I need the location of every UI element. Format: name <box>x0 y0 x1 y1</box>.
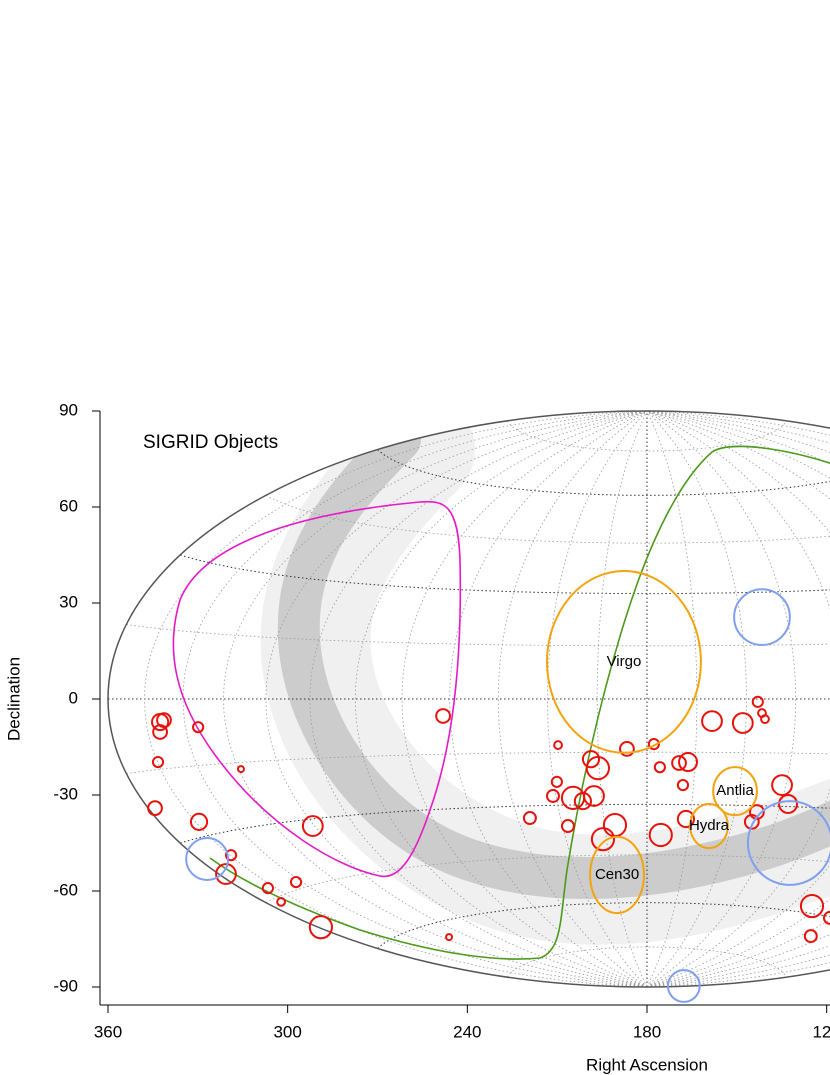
green-curve <box>209 445 830 960</box>
object-marker <box>522 811 537 826</box>
object-marker <box>803 929 818 944</box>
graticule-meridian <box>547 411 648 987</box>
object-marker <box>276 896 286 907</box>
region-outline <box>712 766 758 817</box>
object-marker <box>731 712 754 734</box>
object-marker <box>822 910 830 925</box>
y-tick-label: 60 <box>59 496 78 515</box>
sky-outline <box>107 410 830 988</box>
graticule-parallel <box>126 751 830 774</box>
region-label: Antlia <box>716 782 754 799</box>
graticule-meridian <box>143 411 648 987</box>
object-marker <box>666 969 701 1003</box>
object-marker <box>189 812 209 831</box>
x-tick-label: 360 <box>94 1022 122 1041</box>
y-tick-label: -30 <box>53 784 78 803</box>
graticule-meridian <box>646 411 830 987</box>
graticule-meridian <box>646 411 747 987</box>
object-marker <box>215 863 237 885</box>
object-marker <box>435 708 451 724</box>
object-marker <box>676 809 696 829</box>
object-marker <box>760 714 770 725</box>
graticule-parallel <box>377 449 830 496</box>
graticule-parallel <box>126 624 830 647</box>
y-tick-label: 90 <box>59 400 78 419</box>
object-marker <box>573 791 593 811</box>
object-marker <box>289 875 303 889</box>
x-tick-label: 300 <box>273 1022 301 1041</box>
object-marker <box>550 775 563 788</box>
object-marker <box>261 882 274 895</box>
object-marker <box>301 815 324 837</box>
object-marker <box>152 724 168 740</box>
object-marker <box>678 752 699 773</box>
y-tick-label: -60 <box>53 880 78 899</box>
object-marker <box>224 849 238 862</box>
magenta-region <box>172 500 462 878</box>
object-marker <box>545 788 560 803</box>
object-marker <box>151 755 165 769</box>
graticule-meridian <box>646 411 797 987</box>
object-marker <box>799 893 825 919</box>
object-marker <box>647 738 660 751</box>
y-tick-label: -90 <box>53 976 78 995</box>
graticule-meridian <box>497 411 648 987</box>
object-marker <box>560 819 575 834</box>
region-outline <box>689 802 729 850</box>
object-marker <box>743 813 760 830</box>
object-marker <box>676 778 690 792</box>
object-marker <box>648 822 673 848</box>
region-label: Hydra <box>689 817 730 834</box>
graticule-parallel <box>507 420 787 452</box>
object-marker <box>147 800 163 817</box>
object-marker <box>553 740 563 750</box>
x-tick-label: 240 <box>453 1022 481 1041</box>
object-marker <box>751 695 764 708</box>
object-marker <box>733 588 791 646</box>
graticule-meridian <box>596 411 648 987</box>
object-marker <box>185 837 230 881</box>
object-marker <box>619 741 635 757</box>
object-marker <box>671 755 687 771</box>
object-marker <box>778 793 799 814</box>
object-marker <box>236 765 245 774</box>
graticule-meridian <box>223 411 648 987</box>
region-label: Virgo <box>607 653 642 670</box>
y-axis-title: Declination <box>4 657 23 741</box>
object-marker <box>308 915 333 940</box>
graticule-meridian <box>309 411 648 987</box>
y-tick-label: 0 <box>69 688 78 707</box>
graticule <box>108 411 830 987</box>
graticule-meridian <box>265 411 648 987</box>
object-marker <box>192 721 205 734</box>
x-tick-label: 180 <box>633 1022 661 1041</box>
graticule-meridian <box>354 411 648 987</box>
object-marker <box>445 933 454 942</box>
region-outline <box>545 570 702 754</box>
object-marker <box>771 774 793 796</box>
object-marker <box>581 750 601 769</box>
graticule-meridian <box>646 411 698 987</box>
object-marker <box>583 785 605 807</box>
object-marker <box>746 800 830 886</box>
chart-title: SIGRID Objects <box>143 432 278 453</box>
region-label: Cen30 <box>595 866 639 883</box>
milky-way-haze <box>260 411 830 945</box>
x-tick-label: 120 <box>812 1022 830 1041</box>
y-tick-label: 30 <box>59 592 78 611</box>
object-marker <box>701 710 723 732</box>
region-outline <box>589 835 646 915</box>
object-marker <box>590 827 616 852</box>
object-marker <box>653 761 666 774</box>
graticule-meridian <box>449 411 648 987</box>
object-marker <box>585 756 610 781</box>
x-axis-title: Right Ascension <box>586 1055 708 1074</box>
object-marker <box>602 813 628 838</box>
